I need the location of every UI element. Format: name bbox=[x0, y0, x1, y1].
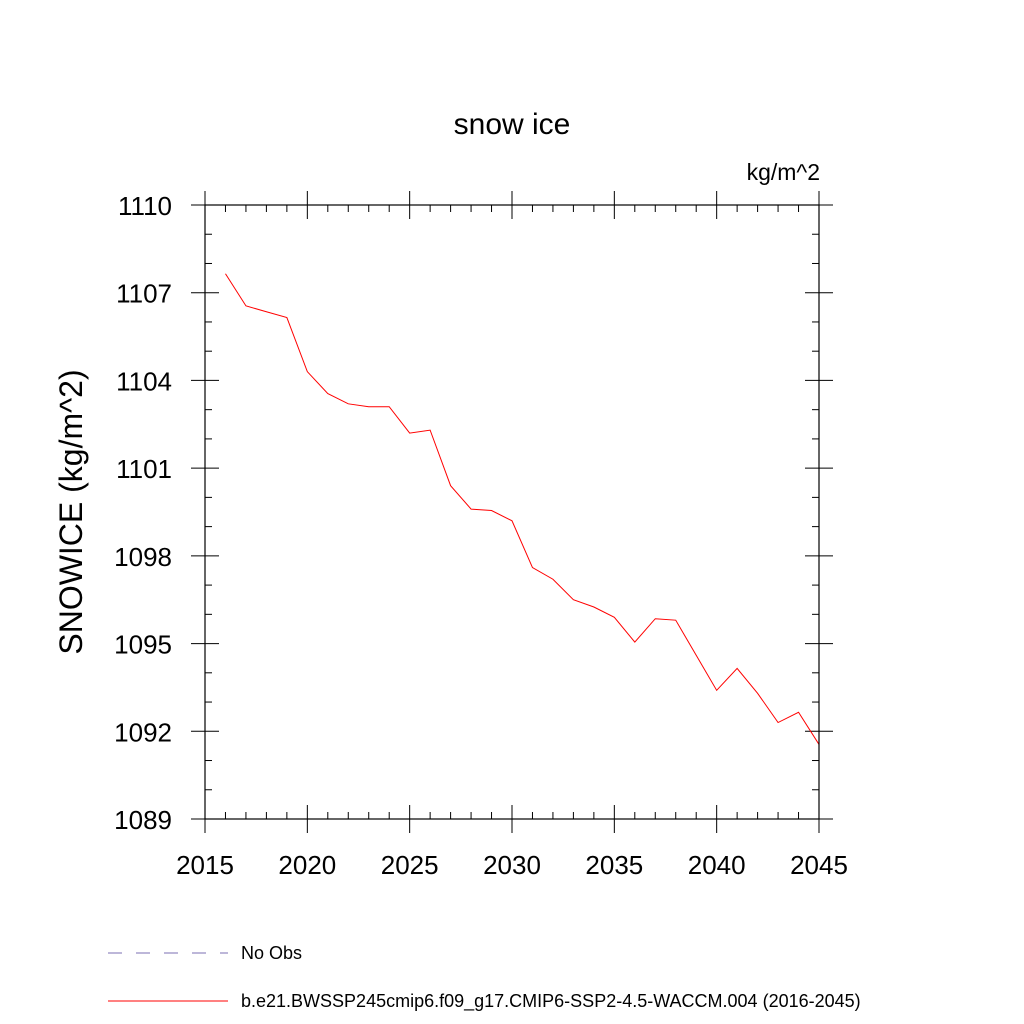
y-tick-label: 1107 bbox=[116, 279, 172, 309]
legend: No Obs b.e21.BWSSP245cmip6.f09_g17.CMIP6… bbox=[108, 943, 861, 1012]
x-tick-label: 2025 bbox=[381, 850, 439, 880]
y-tick-label: 1098 bbox=[114, 542, 172, 572]
data-series bbox=[225, 273, 820, 745]
x-tick-label: 2040 bbox=[688, 850, 746, 880]
units-label: kg/m^2 bbox=[747, 159, 820, 185]
x-tick-label: 2030 bbox=[483, 850, 541, 880]
legend-label-series: b.e21.BWSSP245cmip6.f09_g17.CMIP6-SSP2-4… bbox=[241, 991, 861, 1012]
y-tick-label: 1110 bbox=[118, 191, 172, 221]
x-tick-label: 2035 bbox=[585, 850, 643, 880]
tick-labels: 2015 2020 2025 2030 2035 2040 2045 1089 1092 1095… bbox=[114, 191, 848, 880]
y-tick-label: 1092 bbox=[114, 717, 172, 747]
y-tick-label: 1089 bbox=[114, 805, 172, 835]
x-tick-label: 2020 bbox=[278, 850, 336, 880]
y-tick-label: 1101 bbox=[116, 454, 172, 484]
series-line bbox=[225, 273, 820, 745]
chart-title: snow ice bbox=[454, 108, 571, 141]
y-tick-label: 1104 bbox=[116, 366, 172, 396]
plot-frame bbox=[204, 204, 820, 820]
x-tick-label: 2045 bbox=[790, 850, 848, 880]
x-tick-label: 2015 bbox=[176, 850, 234, 880]
legend-label-no-obs: No Obs bbox=[241, 943, 302, 963]
y-tick-label: 1095 bbox=[114, 630, 172, 660]
y-axis-label: SNOWICE (kg/m^2) bbox=[53, 369, 89, 654]
tick-marks bbox=[191, 191, 833, 833]
